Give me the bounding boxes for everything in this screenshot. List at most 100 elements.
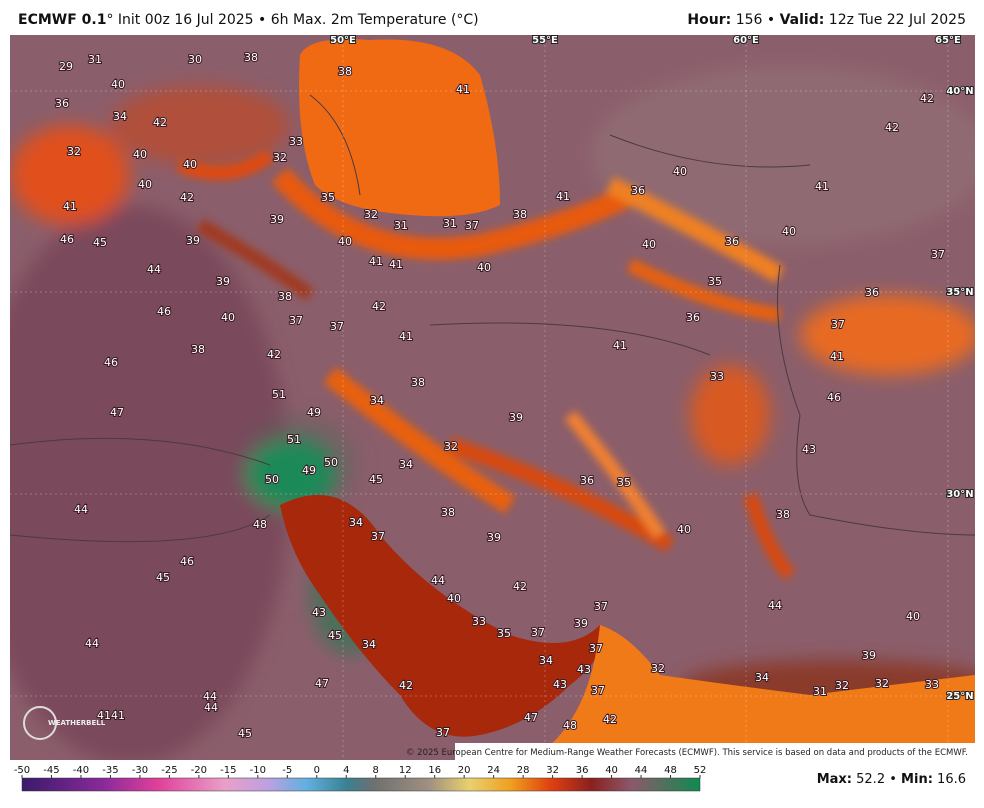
- logo: WEATHERBELL: [48, 719, 106, 727]
- temperature-label: 36: [631, 184, 645, 197]
- temperature-label: 35: [321, 191, 335, 204]
- temperature-label: 32: [364, 208, 378, 221]
- temperature-label: 41: [399, 330, 413, 343]
- colorbar-tick-label: -50: [14, 765, 30, 776]
- temperature-label: 32: [651, 662, 665, 675]
- temperature-label: 34: [362, 638, 376, 651]
- temperature-label: 40: [138, 178, 152, 191]
- temperature-label: 36: [686, 311, 700, 324]
- colorbar-tick-label: -10: [250, 765, 266, 776]
- temperature-label: 38: [411, 376, 425, 389]
- colorbar-tick-label: 40: [605, 765, 618, 776]
- colorbar-tick-label: -35: [102, 765, 118, 776]
- temperature-label: 49: [307, 406, 321, 419]
- temperature-label: 32: [273, 151, 287, 164]
- temperature-label: 38: [513, 208, 527, 221]
- temperature-label: 40: [183, 158, 197, 171]
- colorbar-tick-label: 44: [635, 765, 648, 776]
- temperature-label: 37: [589, 642, 603, 655]
- temperature-label: 38: [191, 343, 205, 356]
- temperature-label: 40: [782, 225, 796, 238]
- temperature-label: 46: [180, 555, 194, 568]
- temperature-label: 41: [63, 200, 77, 213]
- temperature-label: 42: [267, 348, 281, 361]
- temperature-label: 34: [370, 394, 384, 407]
- temperature-label: 49: [302, 464, 316, 477]
- colorbar-tick-label: 24: [487, 765, 500, 776]
- temperature-label: 31: [88, 53, 102, 66]
- temperature-label: 33: [472, 615, 486, 628]
- colorbar-tick-label: 32: [546, 765, 559, 776]
- temperature-label: 37: [594, 600, 608, 613]
- temperature-label: 42: [885, 121, 899, 134]
- temperature-label: 39: [487, 531, 501, 544]
- temperature-label: 32: [444, 440, 458, 453]
- colorbar-tick-label: 48: [664, 765, 677, 776]
- temperature-label: 42: [180, 191, 194, 204]
- colorbar-tick-label: 36: [576, 765, 589, 776]
- temperature-label: 41: [456, 83, 470, 96]
- colorbar-tick-label: 0: [314, 765, 320, 776]
- temperature-label: 41: [613, 339, 627, 352]
- temperature-label: 34: [755, 671, 769, 684]
- temperature-label: 46: [60, 233, 74, 246]
- temperature-label: 40: [221, 311, 235, 324]
- temperature-label: 45: [369, 473, 383, 486]
- colorbar: -50 -45 -40 -35 -30 -25 -20 -15 -10 -5 0 4 8 12 16 20 24…: [14, 765, 707, 792]
- temperature-label: 40: [133, 148, 147, 161]
- colorbar-tick-label: 20: [458, 765, 471, 776]
- longitude-label: 65°E: [935, 35, 961, 46]
- colorbar-tick-label: -15: [220, 765, 236, 776]
- header-valid: Hour: 156 • Valid: 12z Tue 22 Jul 2025: [687, 12, 966, 28]
- temperature-label: 41: [815, 180, 829, 193]
- temperature-label: 45: [328, 629, 342, 642]
- longitude-label: 60°E: [733, 35, 759, 46]
- temperature-label: 38: [278, 290, 292, 303]
- temperature-label: 37: [465, 219, 479, 232]
- graticule: [10, 35, 975, 760]
- temperature-label: 41: [389, 258, 403, 271]
- temperature-label: 41: [111, 709, 125, 722]
- temperature-label: 34: [113, 110, 127, 123]
- temperature-label: 50: [265, 473, 279, 486]
- map: 50°E 55°E 60°E 65°E 40°N 35°N 30°N 25°N 29 31 30 38…: [10, 35, 975, 760]
- temperature-label: 43: [312, 606, 326, 619]
- temperature-label: 42: [920, 92, 934, 105]
- colorbar-tick-label: 52: [694, 765, 707, 776]
- temperature-label: 37: [436, 726, 450, 739]
- hour-label: Hour:: [687, 12, 732, 28]
- temperature-label: 40: [447, 592, 461, 605]
- temperature-label: 38: [244, 51, 258, 64]
- latitude-label: 25°N: [946, 691, 973, 702]
- temperature-label: 44: [85, 637, 99, 650]
- temperature-label: 39: [574, 617, 588, 630]
- temperature-label: 44: [768, 599, 782, 612]
- temperature-label: 45: [238, 727, 252, 740]
- temperature-label: 32: [835, 679, 849, 692]
- min: 16.6: [937, 772, 966, 787]
- temperature-label: 31: [443, 217, 457, 230]
- temperature-label: 43: [802, 443, 816, 456]
- temperature-label: 42: [513, 580, 527, 593]
- temperature-label: 37: [289, 314, 303, 327]
- model: ECMWF 0.1: [18, 12, 107, 28]
- temperature-label: 39: [862, 649, 876, 662]
- caspian-sea: [299, 39, 500, 217]
- temperature-label: 47: [524, 711, 538, 724]
- temperature-label: 40: [642, 238, 656, 251]
- temperature-label: 33: [289, 135, 303, 148]
- temperature-label: 44: [431, 574, 445, 587]
- temperature-label: 38: [338, 65, 352, 78]
- temperature-label: 40: [673, 165, 687, 178]
- temperature-label: 40: [906, 610, 920, 623]
- latitude-label: 35°N: [946, 287, 973, 298]
- temperature-label: 46: [104, 356, 118, 369]
- temperature-label: 34: [399, 458, 413, 471]
- temperature-label: 47: [110, 406, 124, 419]
- temperature-label: 45: [156, 571, 170, 584]
- colorbar-tick-label: -40: [73, 765, 89, 776]
- temperature-label: 41: [830, 350, 844, 363]
- temperature-label: 42: [399, 679, 413, 692]
- temperature-label: 42: [372, 300, 386, 313]
